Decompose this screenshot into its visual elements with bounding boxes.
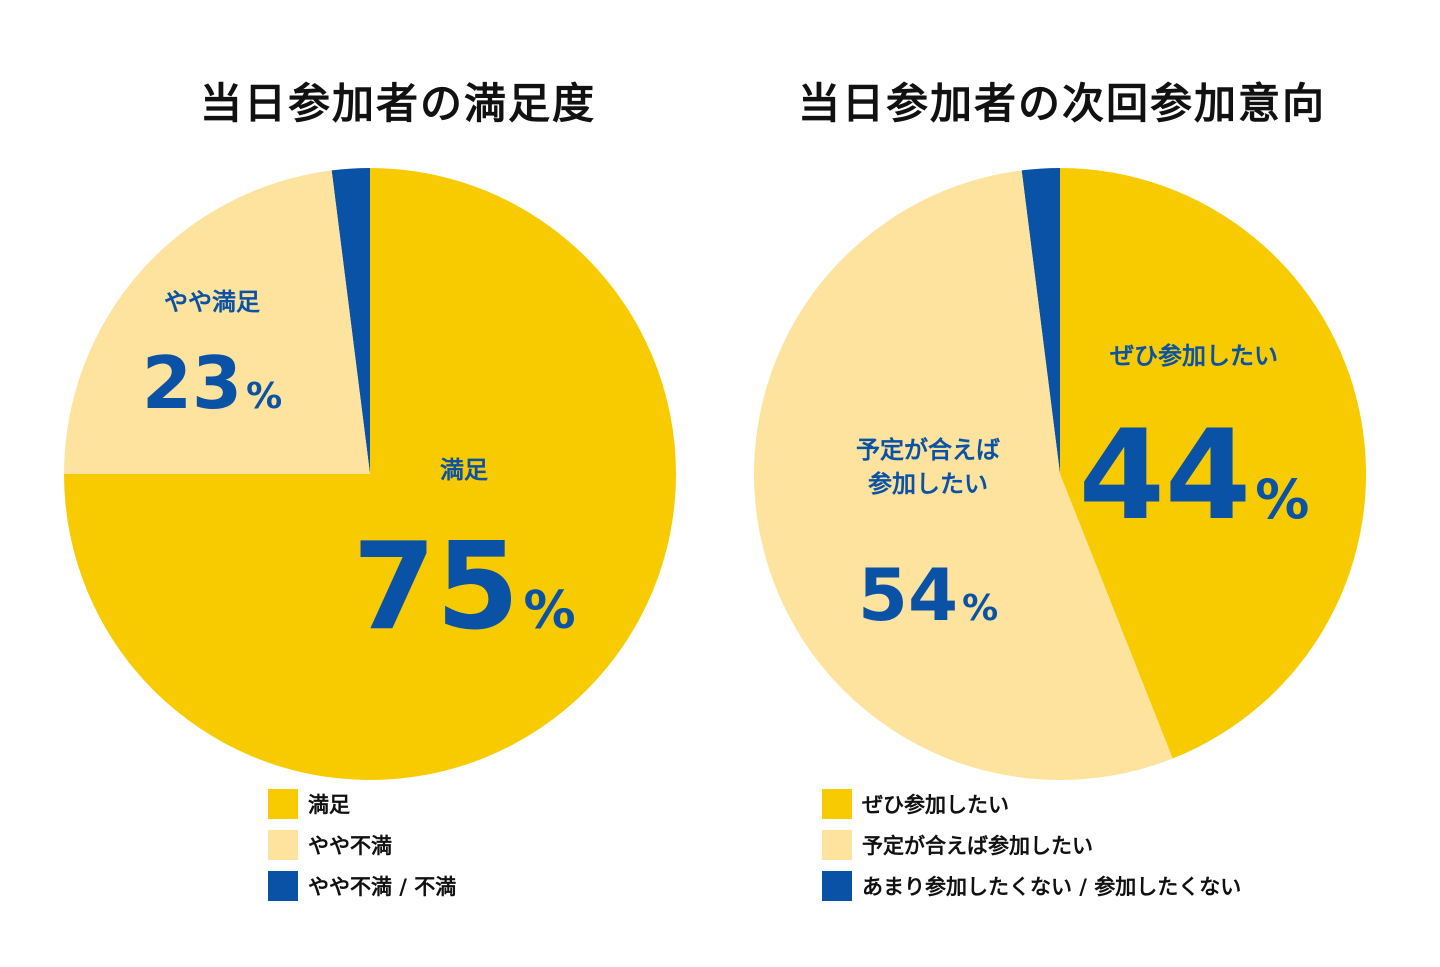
slice-label-intention-1-1: 参加したい [868, 470, 988, 498]
legend-swatch-satisfaction-1 [268, 830, 298, 860]
pie-slice-intention-0 [1060, 168, 1366, 759]
slice-unit-satisfaction-0: % [523, 581, 575, 641]
legend-label-intention-2: あまり参加したくない / 参加したくない [862, 875, 1242, 899]
legend-item-satisfaction-1: やや不満 [268, 829, 456, 861]
slice-label-satisfaction-1-0: やや満足 [164, 288, 260, 316]
legend-swatch-intention-1 [822, 830, 852, 860]
chart-title-satisfaction: 当日参加者の満足度 [199, 79, 597, 128]
legend-item-intention-0: ぜひ参加したい [822, 788, 1241, 820]
legend-item-intention-1: 予定が合えば参加したい [822, 829, 1241, 861]
chart-title-intention: 当日参加者の次回参加意向 [797, 79, 1327, 128]
slice-label-satisfaction-0-0: 満足 [440, 456, 488, 484]
legend-item-satisfaction-0: 満足 [268, 788, 456, 820]
legend-label-intention-0: ぜひ参加したい [862, 793, 1009, 817]
legend-swatch-satisfaction-2 [268, 871, 298, 901]
slice-unit-satisfaction-1: % [246, 376, 282, 417]
legend-swatch-intention-2 [822, 871, 852, 901]
slice-label-intention-0-0: ぜひ参加したい [1110, 342, 1278, 370]
legend-satisfaction: 満足やや不満やや不満 / 不満 [268, 788, 456, 911]
legend-label-intention-1: 予定が合えば参加したい [862, 834, 1093, 858]
legend-label-satisfaction-2: やや不満 / 不満 [308, 875, 457, 899]
pie-slice-intention-2 [1021, 168, 1060, 474]
slice-label-intention-1-0: 予定が合えば [856, 436, 1000, 464]
pie-chart-intention: ぜひ参加したい 44% 予定が合えば 参加したい 54% [752, 166, 1368, 786]
legend-label-satisfaction-0: 満足 [308, 793, 350, 817]
legend-item-intention-2: あまり参加したくない / 参加したくない [822, 870, 1241, 902]
slice-value-satisfaction-1: 23% [142, 341, 282, 425]
legend-item-satisfaction-2: やや不満 / 不満 [268, 870, 456, 902]
legend-swatch-intention-0 [822, 789, 852, 819]
pie-slice-satisfaction-1 [64, 170, 370, 474]
legend-intention: ぜひ参加したい予定が合えば参加したいあまり参加したくない / 参加したくない [822, 788, 1241, 911]
pie-slice-intention-1 [753, 170, 1173, 780]
slice-unit-intention-1: % [962, 588, 998, 629]
legend-swatch-satisfaction-0 [268, 789, 298, 819]
slice-unit-intention-0: % [1255, 468, 1309, 531]
pie-chart-satisfaction: 満足 75% やや満足 23% [62, 166, 678, 786]
pie-slice-satisfaction-2 [331, 168, 370, 474]
legend-label-satisfaction-1: やや不満 [308, 834, 392, 858]
